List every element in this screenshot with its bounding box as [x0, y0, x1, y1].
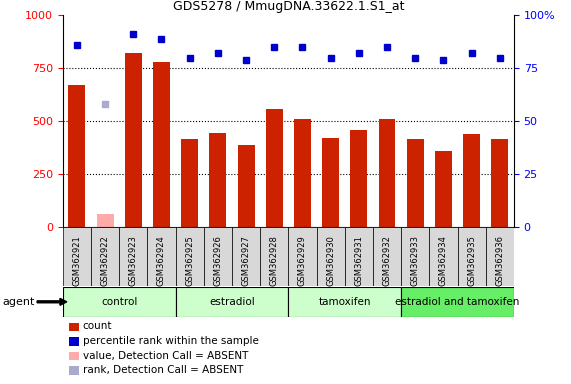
Bar [345, 227, 373, 286]
Bar [204, 227, 232, 286]
Bar [294, 119, 311, 227]
Text: GSM362934: GSM362934 [439, 235, 448, 286]
Bar [486, 227, 514, 286]
Bar [491, 139, 508, 227]
Bar [288, 227, 316, 286]
Text: GSM362931: GSM362931 [355, 235, 363, 286]
Bar [457, 227, 486, 286]
Text: GSM362929: GSM362929 [298, 235, 307, 286]
Bar [435, 151, 452, 227]
Bar [288, 287, 401, 317]
Text: estradiol and tamoxifen: estradiol and tamoxifen [395, 297, 520, 307]
Text: GSM362928: GSM362928 [270, 235, 279, 286]
Text: estradiol: estradiol [209, 297, 255, 307]
Bar [322, 138, 339, 227]
Bar [260, 227, 288, 286]
Text: GSM362935: GSM362935 [467, 235, 476, 286]
Bar [463, 134, 480, 227]
Bar [147, 227, 176, 286]
Text: value, Detection Call = ABSENT: value, Detection Call = ABSENT [83, 351, 248, 361]
Text: count: count [83, 321, 112, 331]
Bar [125, 53, 142, 227]
Text: GSM362922: GSM362922 [100, 235, 110, 286]
Bar [351, 131, 367, 227]
Text: GSM362926: GSM362926 [214, 235, 222, 286]
Bar [63, 287, 176, 317]
Bar [429, 227, 457, 286]
Bar [176, 227, 204, 286]
Text: tamoxifen: tamoxifen [319, 297, 371, 307]
Text: GSM362933: GSM362933 [411, 235, 420, 286]
Text: GSM362921: GSM362921 [73, 235, 82, 286]
Text: percentile rank within the sample: percentile rank within the sample [83, 336, 259, 346]
Bar [266, 109, 283, 227]
Bar [69, 85, 86, 227]
Text: GSM362930: GSM362930 [326, 235, 335, 286]
Bar [119, 227, 147, 286]
Text: GSM362924: GSM362924 [157, 235, 166, 286]
Bar [96, 214, 114, 227]
Bar [153, 62, 170, 227]
Title: GDS5278 / MmugDNA.33622.1.S1_at: GDS5278 / MmugDNA.33622.1.S1_at [172, 0, 404, 13]
Bar [176, 287, 288, 317]
Text: GSM362932: GSM362932 [383, 235, 392, 286]
Bar [373, 227, 401, 286]
Bar [379, 119, 396, 227]
Text: agent: agent [3, 297, 35, 307]
Bar [407, 139, 424, 227]
Bar [238, 145, 255, 227]
Text: GSM362925: GSM362925 [185, 235, 194, 286]
Bar [91, 227, 119, 286]
Text: control: control [101, 297, 138, 307]
Bar [401, 287, 514, 317]
Bar [181, 139, 198, 227]
Bar [63, 227, 91, 286]
Text: GSM362923: GSM362923 [129, 235, 138, 286]
Text: GSM362936: GSM362936 [495, 235, 504, 286]
Text: GSM362927: GSM362927 [242, 235, 251, 286]
Bar [210, 132, 226, 227]
Bar [232, 227, 260, 286]
Bar [316, 227, 345, 286]
Bar [401, 227, 429, 286]
Text: rank, Detection Call = ABSENT: rank, Detection Call = ABSENT [83, 365, 243, 375]
